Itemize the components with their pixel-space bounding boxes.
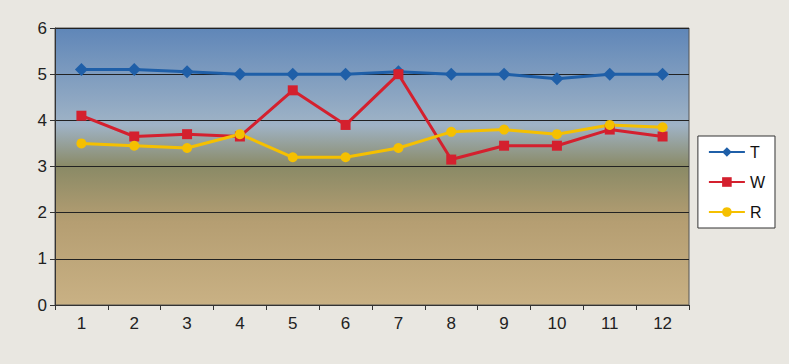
svg-text:0: 0: [38, 296, 47, 315]
svg-text:5: 5: [288, 314, 297, 333]
svg-text:6: 6: [38, 19, 47, 38]
svg-text:8: 8: [447, 314, 456, 333]
svg-text:4: 4: [38, 111, 47, 130]
svg-text:12: 12: [653, 314, 672, 333]
svg-text:5: 5: [38, 65, 47, 84]
svg-text:W: W: [750, 174, 766, 191]
svg-text:T: T: [750, 144, 760, 161]
svg-text:R: R: [750, 204, 762, 221]
svg-text:3: 3: [182, 314, 191, 333]
svg-text:7: 7: [394, 314, 403, 333]
svg-text:2: 2: [38, 203, 47, 222]
svg-text:9: 9: [499, 314, 508, 333]
svg-text:11: 11: [601, 314, 619, 333]
svg-text:10: 10: [547, 314, 566, 333]
svg-text:3: 3: [38, 157, 47, 176]
svg-text:1: 1: [38, 249, 47, 268]
svg-text:6: 6: [341, 314, 350, 333]
svg-text:4: 4: [235, 314, 244, 333]
svg-text:1: 1: [77, 314, 86, 333]
svg-text:2: 2: [130, 314, 139, 333]
